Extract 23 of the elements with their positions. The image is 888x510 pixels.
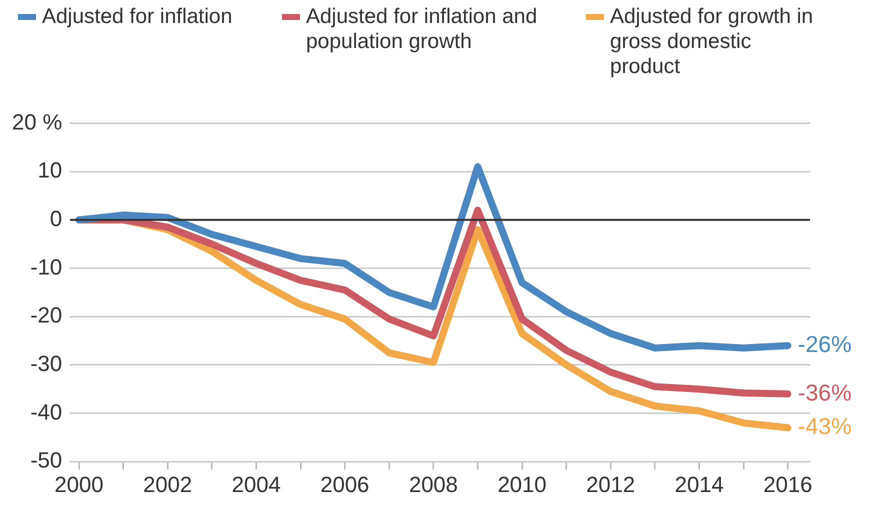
y-tick-label: -40 [30, 399, 62, 424]
data-label: -43% [798, 413, 852, 440]
legend-label: Adjusted for growth in gross domestic product [610, 4, 814, 79]
x-tick-label: 2006 [320, 472, 370, 497]
y-tick-label: -50 [30, 448, 62, 473]
y-tick-label: 20 % [12, 109, 62, 134]
legend-label: Adjusted for inflation [42, 4, 234, 29]
x-tick-label: 2014 [674, 472, 724, 497]
y-tick-label: 10 [38, 158, 62, 183]
legend-label: Adjusted for inflation and population growth [306, 4, 538, 54]
x-tick-label: 2000 [54, 472, 104, 497]
data-label: -26% [798, 330, 852, 357]
x-tick-label: 2004 [232, 472, 281, 497]
y-tick-label: -20 [30, 302, 62, 328]
x-tick-label: 2002 [143, 472, 192, 497]
y-tick-label: -30 [30, 350, 62, 376]
x-tick-label: 2010 [498, 472, 547, 497]
x-tick-label: 2012 [586, 472, 636, 497]
x-tick-label: 2016 [763, 472, 812, 497]
data-label: -36% [798, 379, 852, 406]
y-tick-label: 0 [50, 206, 62, 231]
x-tick-label: 2008 [408, 472, 458, 497]
y-tick-label: -10 [30, 254, 62, 280]
